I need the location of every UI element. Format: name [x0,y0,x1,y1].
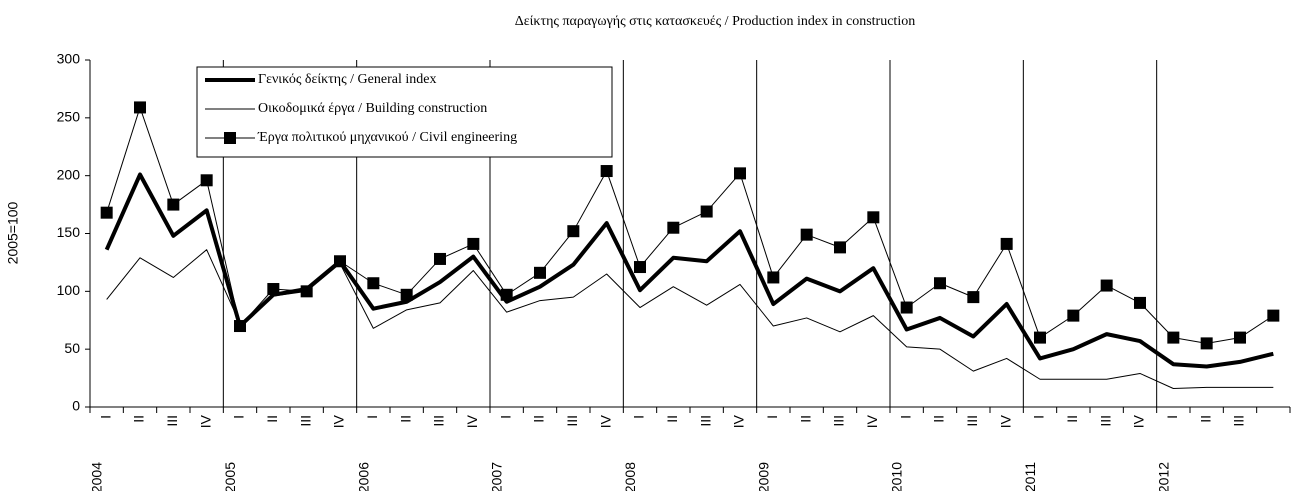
y-tick-label: 50 [64,340,80,356]
point-marker [867,211,880,224]
year-label: 2010 [889,462,905,491]
x-tick-label: II [931,415,947,423]
x-tick-label: II [797,415,813,423]
x-tick-label: III [964,415,980,427]
point-marker [1134,296,1146,309]
y-tick-label: 0 [72,398,80,414]
x-tick-label: IV [597,414,613,428]
point-marker [100,206,113,219]
x-tick-label: II [1197,415,1213,423]
point-marker [500,288,513,301]
x-tick-label: III [831,415,847,427]
x-tick-label: I [97,415,113,419]
point-marker [367,277,380,290]
x-tick-label: III [1097,415,1113,427]
x-tick-label: III [431,415,447,427]
legend-label: Γενικός δείκτης / General index [258,72,436,87]
point-marker [1267,309,1280,322]
point-marker [734,167,746,180]
legend-label: Έργα πολιτικού μηχανικού / Civil enginee… [257,130,517,145]
year-label: 2012 [1155,462,1171,491]
y-tick-label: 250 [57,109,81,125]
y-tick-label: 200 [57,166,81,182]
y-tick-label: 300 [57,51,81,67]
series-line [106,249,1274,389]
x-tick-label: I [1031,415,1047,419]
point-marker [667,221,680,234]
point-marker [634,261,646,274]
x-tick-label: IV [997,414,1013,428]
x-tick-label: IV [731,414,747,428]
x-tick-label: I [364,415,380,419]
point-marker [1200,337,1213,350]
x-tick-label: IV [197,414,213,428]
x-tick-label: III [1231,415,1247,427]
point-marker [1167,331,1180,344]
point-marker [134,101,146,114]
y-axis-label: 2005=100 [5,201,21,264]
year-label: 2006 [355,462,371,491]
x-tick-label: II [397,415,413,423]
point-marker [167,198,180,211]
point-marker [567,225,580,238]
point-marker [267,283,280,296]
x-axis-ticks [89,407,1291,413]
x-tick-label: II [664,415,680,423]
x-tick-label: III [297,415,313,427]
point-marker [1100,279,1113,292]
x-tick-label: I [1164,415,1180,419]
x-tick-label: II [264,415,280,423]
year-label: 2005 [222,462,238,491]
point-marker [600,165,613,178]
x-tick-label: III [697,415,713,427]
point-marker [900,301,913,314]
point-marker [400,288,413,301]
legend: Γενικός δείκτης / General index Οικοδομικ… [196,66,613,158]
point-marker [700,205,713,218]
legend-label: Οικοδομικά έργα / Building construction [258,101,487,116]
point-marker [800,228,813,241]
year-label: 2007 [489,462,505,491]
point-marker [1000,237,1013,250]
x-tick-label: II [531,415,547,423]
x-tick-label: I [231,415,247,419]
x-tick-label: I [631,415,647,419]
legend-marker [224,132,236,144]
year-label: 2008 [622,462,638,491]
year-label: 2009 [755,462,771,491]
point-marker [300,285,313,298]
legend-box [196,66,613,158]
x-tick-label: IV [864,414,880,428]
point-marker [1067,309,1080,322]
x-tick-label: IV [464,414,480,428]
point-marker [1034,331,1046,344]
point-marker [200,174,213,187]
chart-title: Δείκτης παραγωγής στις κατασκευές / Prod… [515,14,915,29]
point-marker [967,291,980,304]
y-tick-label: 100 [57,282,81,298]
point-marker [467,237,480,250]
point-marker [934,277,946,290]
y-tick-label: 150 [57,224,81,240]
x-tick-label: IV [1131,414,1147,428]
x-tick-label: I [897,415,913,419]
point-marker [534,266,546,279]
point-marker [334,255,346,268]
point-marker [1234,331,1246,344]
point-marker [767,271,780,284]
x-tick-label: IV [331,414,347,428]
point-marker [434,252,446,265]
year-label: 2004 [89,462,105,491]
x-tick-label: III [164,415,180,427]
x-tick-label: II [1064,415,1080,423]
point-marker [234,320,246,333]
x-tick-label: III [564,415,580,427]
x-tick-label: II [131,415,147,423]
x-tick-label: I [764,415,780,419]
x-tick-label: I [497,415,513,419]
point-marker [834,241,846,254]
year-label: 2011 [1022,462,1038,491]
series-line [104,172,1274,369]
